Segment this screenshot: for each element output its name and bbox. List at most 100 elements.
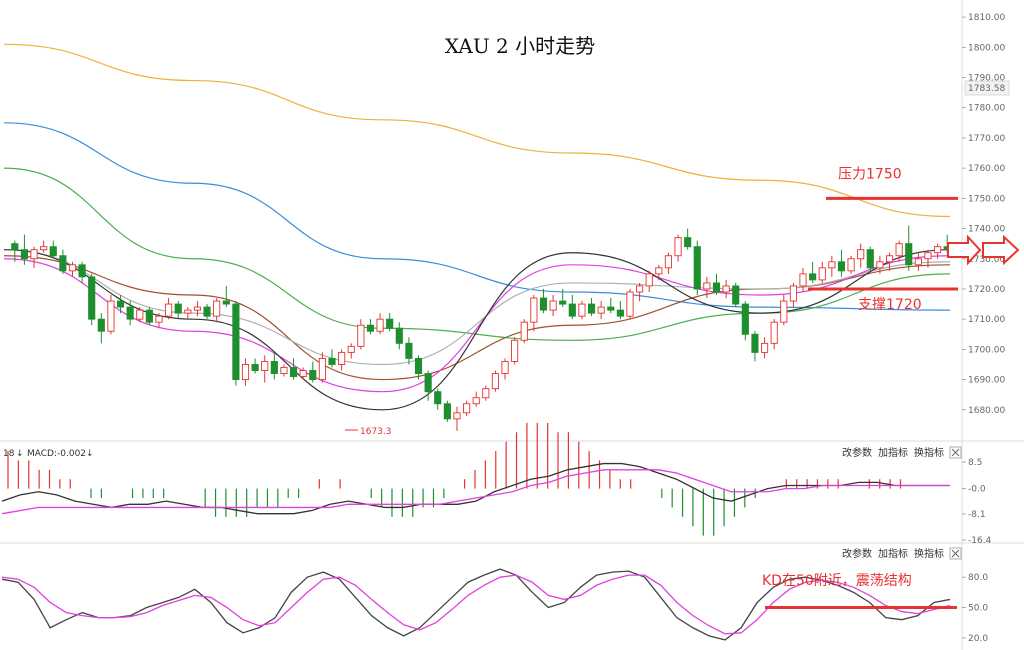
candle-body	[684, 237, 692, 248]
candle-body	[770, 321, 778, 344]
candle-body	[165, 303, 173, 317]
candle-body	[251, 364, 259, 371]
candle-body	[472, 397, 480, 405]
kd-change-params-button[interactable]: 改参数	[842, 547, 872, 560]
candle-body	[568, 303, 576, 317]
macd-add-indicator-button[interactable]: 加指标	[878, 446, 908, 459]
candle-body	[88, 276, 96, 320]
kd-d-line	[1, 574, 951, 635]
candle-body	[280, 367, 288, 374]
macd-tick-label: 8.5	[968, 458, 982, 468]
candle-body	[145, 309, 153, 323]
candle-body	[270, 361, 278, 374]
candle-body	[184, 309, 192, 314]
candle-body	[645, 273, 653, 287]
price-axis-ticks: 1810.00 1800.00 1790.00 1780.00 1770.00 1760.…	[962, 13, 1005, 416]
low-marker-label: 1673.3	[360, 427, 392, 437]
candle-body	[126, 306, 134, 320]
resistance-label: 压力1750	[838, 166, 902, 182]
kd-k-line	[1, 568, 951, 641]
macd-tick-label: -8.1	[968, 510, 986, 520]
candle-body	[328, 357, 336, 365]
price-tick-label: 1780.00	[968, 104, 1005, 114]
price-tick-label: 1770.00	[968, 134, 1005, 144]
candle-body	[299, 370, 307, 378]
right-arrow-icon	[982, 234, 1020, 266]
candle-body	[20, 249, 28, 260]
candle-body	[174, 303, 182, 314]
price-tick-label: 1740.00	[968, 225, 1005, 235]
candle-body	[722, 285, 730, 293]
candle-body	[78, 264, 86, 278]
candle-body	[30, 249, 38, 260]
kd-tick-label: 20.0	[968, 634, 988, 644]
candle-body	[664, 255, 673, 269]
kd-close-icon[interactable]	[949, 547, 962, 560]
macd-switch-indicator-button[interactable]: 换指标	[914, 446, 944, 459]
candle-body	[616, 309, 624, 317]
kd-switch-indicator-button[interactable]: 换指标	[914, 547, 944, 560]
candle-body	[395, 327, 403, 344]
candle-body	[732, 285, 740, 305]
candle-body	[366, 324, 375, 332]
candle-body	[49, 246, 57, 257]
candle-body	[309, 370, 317, 381]
price-tick-label: 1730.00	[968, 255, 1005, 265]
candle-body	[789, 285, 797, 302]
candle-body	[347, 345, 355, 353]
candle-body	[232, 303, 240, 381]
candle-body	[607, 306, 615, 311]
candle-body	[520, 321, 528, 341]
price-tick-label: 1680.00	[968, 406, 1005, 416]
candle-body	[376, 318, 384, 332]
candle-body	[751, 333, 759, 353]
macd-arrow-icon: ↓	[86, 449, 94, 459]
low-marker: 1673.3	[345, 427, 392, 437]
candle-body	[924, 252, 932, 260]
macd-change-params-button[interactable]: 改参数	[842, 446, 872, 459]
macd-axis-ticks: 8.5 -0.0 -8.1 -16.4	[962, 458, 992, 546]
candle-body	[155, 315, 163, 323]
candle-body	[578, 303, 586, 317]
candle-body	[712, 282, 721, 293]
candle-body	[289, 367, 298, 378]
macd-close-icon[interactable]	[949, 446, 962, 459]
candle-body	[213, 300, 221, 317]
candle-body	[193, 306, 202, 311]
candle-body	[587, 303, 596, 314]
candle-body	[818, 267, 826, 281]
candle-body	[136, 309, 144, 320]
candle-body	[799, 273, 807, 287]
candle-body	[703, 282, 711, 290]
candle-body	[809, 273, 817, 281]
macd-period-label: 18	[3, 449, 15, 459]
candle-body	[780, 300, 788, 323]
candle-body	[491, 373, 499, 390]
candle-body	[463, 403, 471, 414]
candle-body	[693, 246, 701, 290]
kd-series	[1, 568, 951, 641]
candle-body	[386, 318, 394, 329]
candle-body	[530, 297, 538, 323]
candle-body	[338, 351, 346, 365]
candle-body	[626, 291, 634, 317]
ma-line-6	[3, 249, 951, 411]
price-tick-label: 1810.00	[968, 13, 1005, 23]
kd-add-indicator-button[interactable]: 加指标	[878, 547, 908, 560]
candle-body	[828, 261, 836, 269]
candle-body	[655, 267, 663, 275]
price-tick-label: 1760.00	[968, 164, 1005, 174]
candle-body	[501, 361, 509, 374]
macd-tick-label: -0.0	[968, 485, 986, 495]
price-tick-label: 1700.00	[968, 345, 1005, 355]
kd-annotation: KD在50附近，震荡结构	[762, 573, 957, 610]
candle-body	[837, 261, 846, 272]
candle-body	[511, 339, 519, 362]
candle-body	[11, 243, 19, 251]
candle-body	[405, 342, 413, 359]
candle-body	[549, 300, 557, 311]
candle-body	[847, 258, 855, 272]
candle-body	[59, 255, 67, 272]
support-annotation: 支撑1720	[808, 287, 958, 313]
